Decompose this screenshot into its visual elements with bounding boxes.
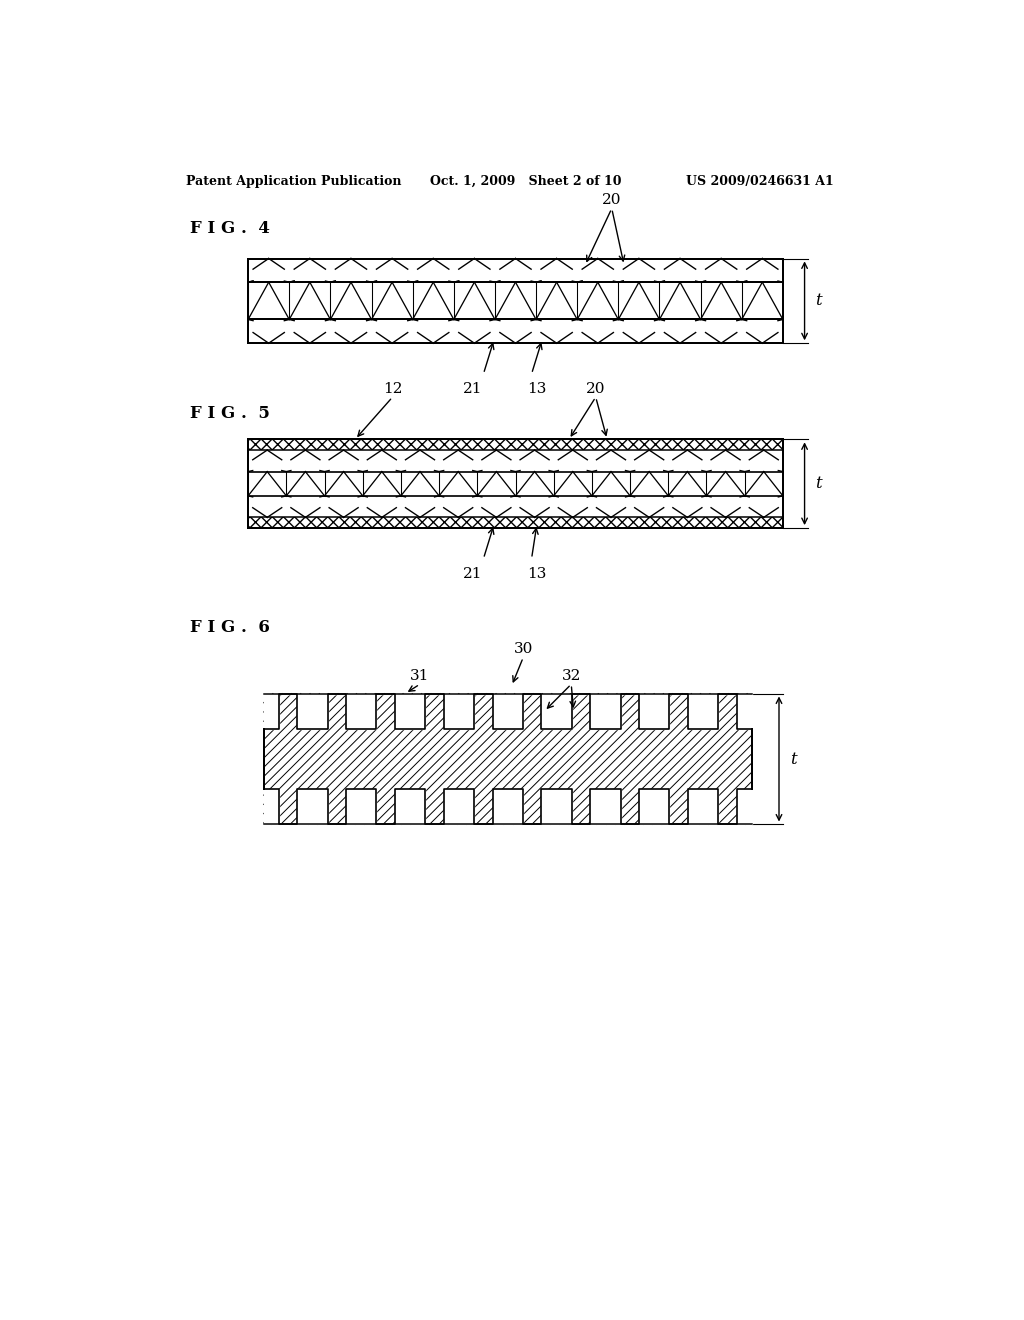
Text: 32: 32	[561, 669, 581, 682]
Bar	[263, 693, 752, 825]
Text: t: t	[815, 475, 821, 492]
Text: F I G .  4: F I G . 4	[190, 220, 270, 238]
Text: F I G .  5: F I G . 5	[190, 405, 270, 422]
Text: 31: 31	[411, 669, 429, 682]
Text: t: t	[815, 292, 821, 309]
Bar	[248, 440, 783, 450]
Polygon shape	[263, 789, 752, 825]
Text: 20: 20	[602, 193, 622, 207]
Text: Oct. 1, 2009   Sheet 2 of 10: Oct. 1, 2009 Sheet 2 of 10	[430, 176, 622, 187]
Text: 13: 13	[527, 381, 547, 396]
Text: 21: 21	[463, 566, 482, 581]
Text: t: t	[790, 751, 797, 767]
Text: Patent Application Publication: Patent Application Publication	[186, 176, 401, 187]
Polygon shape	[263, 693, 752, 729]
Text: 13: 13	[527, 566, 547, 581]
Text: 30: 30	[514, 642, 532, 656]
Text: 21: 21	[463, 381, 482, 396]
Text: F I G .  6: F I G . 6	[190, 619, 270, 636]
Text: US 2009/0246631 A1: US 2009/0246631 A1	[686, 176, 834, 187]
Text: 12: 12	[383, 381, 402, 396]
Text: 20: 20	[586, 381, 605, 396]
Bar	[248, 517, 783, 528]
